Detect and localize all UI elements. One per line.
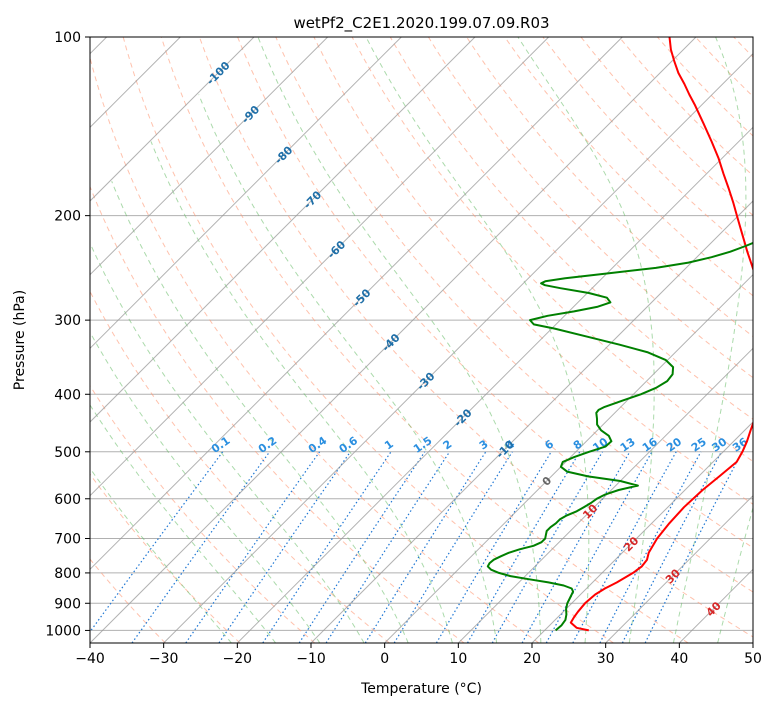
y-tick-label: 100 — [54, 30, 81, 46]
x-tick-label: −40 — [75, 651, 105, 667]
isotherm-line — [90, 37, 329, 276]
moist-adiabat — [90, 241, 365, 643]
y-tick-label: 900 — [54, 596, 81, 612]
dry-adiabat — [160, 37, 689, 643]
mixing-ratio-line — [262, 451, 392, 643]
mixing-ratio-line — [90, 451, 224, 633]
mixing-ratio-line — [218, 451, 351, 643]
dry-adiabat — [90, 384, 316, 643]
dry-adiabat — [90, 55, 540, 643]
moist-adiabat — [257, 37, 542, 643]
isotherm-line — [310, 200, 753, 643]
mixing-ratio-line — [185, 451, 321, 643]
plot-frame — [89, 36, 754, 644]
x-tick-label: 10 — [449, 651, 467, 667]
isotherm-line — [457, 347, 753, 643]
moist-adiabat — [111, 181, 409, 643]
y-tick-label: 800 — [54, 566, 81, 582]
isotherm-line — [90, 37, 255, 202]
dry-adiabat — [351, 37, 753, 463]
y-tick-label: 500 — [54, 445, 81, 461]
isotherms — [90, 37, 753, 643]
temperature-profile-line — [569, 37, 753, 632]
y-tick-label: 700 — [54, 532, 81, 548]
dry-adiabat — [237, 37, 753, 593]
mixing-ratio-line — [599, 451, 702, 643]
isotherm-line — [163, 52, 753, 643]
x-tick-label: −30 — [149, 651, 179, 667]
y-tick-label: 200 — [54, 209, 81, 225]
x-tick-label: 0 — [380, 651, 389, 667]
mixing-ratio-lines — [90, 451, 743, 643]
mixing-ratio-line — [435, 451, 552, 643]
isotherm-line — [384, 273, 753, 643]
mixing-ratio-line — [572, 451, 677, 643]
mixing-ratio-line — [644, 451, 743, 643]
mixing-ratio-line — [325, 451, 451, 643]
mixing-ratio-line — [545, 451, 653, 643]
dry-adiabat — [427, 37, 753, 379]
isotherm-line — [90, 37, 550, 497]
chart-title: wetPf2_C2E1.2020.199.07.09.R03 — [293, 14, 549, 33]
isotherm-line — [90, 37, 623, 571]
isotherm-line — [605, 494, 753, 643]
dry-adiabat — [90, 185, 465, 643]
y-tick-label: 600 — [54, 492, 81, 508]
x-tick-label: 50 — [744, 651, 762, 667]
x-axis-label: Temperature (°C) — [360, 681, 482, 697]
isotherm-line — [90, 37, 697, 643]
x-tick-label: 30 — [597, 651, 615, 667]
x-tick-label: 40 — [670, 651, 688, 667]
isotherm-line — [90, 37, 402, 350]
y-axis-label: Pressure (hPa) — [12, 290, 28, 390]
isotherm-line — [236, 126, 753, 643]
isotherm-line — [531, 421, 753, 643]
y-axis-ticks: 100 200 300 400 500 600 700 800 900 1000 — [45, 30, 90, 639]
dry-adiabat — [199, 37, 753, 638]
pressure-gridlines — [90, 37, 753, 631]
y-tick-label: 300 — [54, 313, 81, 329]
y-tick-label: 1000 — [45, 623, 81, 639]
moist-adiabat — [90, 467, 232, 643]
y-tick-label: 400 — [54, 387, 81, 403]
moist-adiabat — [198, 94, 498, 643]
dry-adiabat — [275, 37, 753, 549]
x-tick-label: −20 — [223, 651, 253, 667]
x-axis-ticks: −40 −30 −20 −10 0 10 20 30 40 50 — [75, 643, 762, 667]
x-tick-label: 20 — [523, 651, 541, 667]
mixing-ratio-line — [364, 451, 487, 643]
dry-adiabat — [389, 37, 753, 420]
moist-adiabat — [517, 37, 655, 643]
x-tick-label: −10 — [296, 651, 326, 667]
dry-adiabats — [90, 37, 753, 643]
mixing-ratio-line — [131, 451, 271, 643]
isotherm-line — [90, 37, 476, 423]
mixing-ratio-line — [298, 451, 426, 643]
